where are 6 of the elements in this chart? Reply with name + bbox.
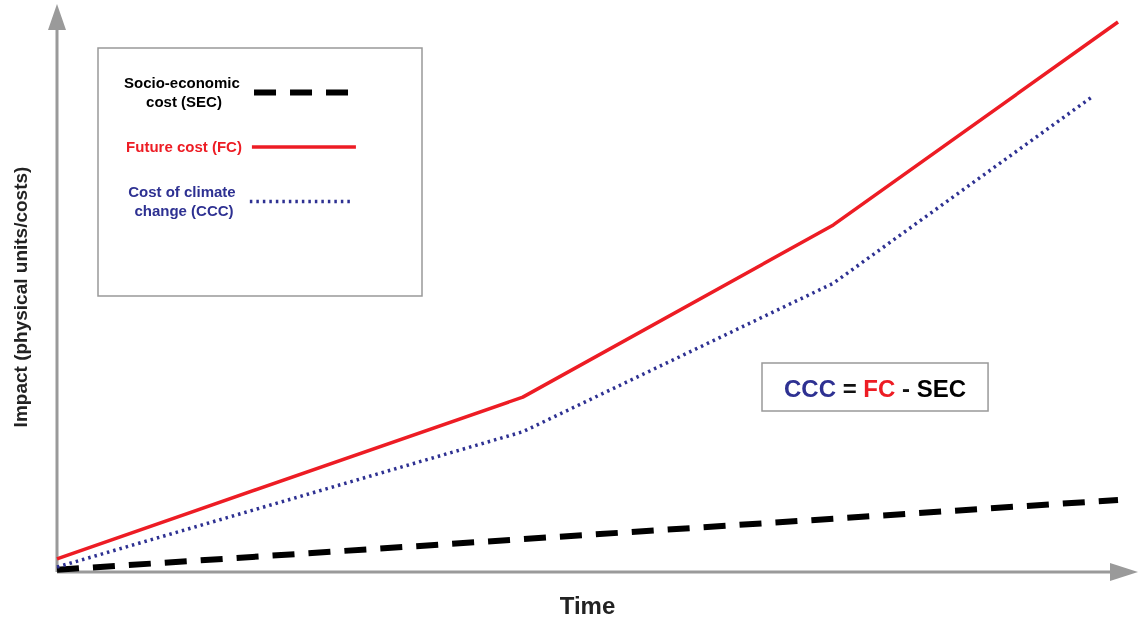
text: Socio-economic cost (SEC) [123,74,245,110]
text: Cost of climate change (CCC) [128,183,240,219]
text: Future cost (FC) [126,138,242,155]
annotation: CCC = FC - SEC [784,375,967,402]
y-axis-title: Impact (physical units/costs) [10,166,31,428]
x-axis-title: Time [559,592,616,619]
